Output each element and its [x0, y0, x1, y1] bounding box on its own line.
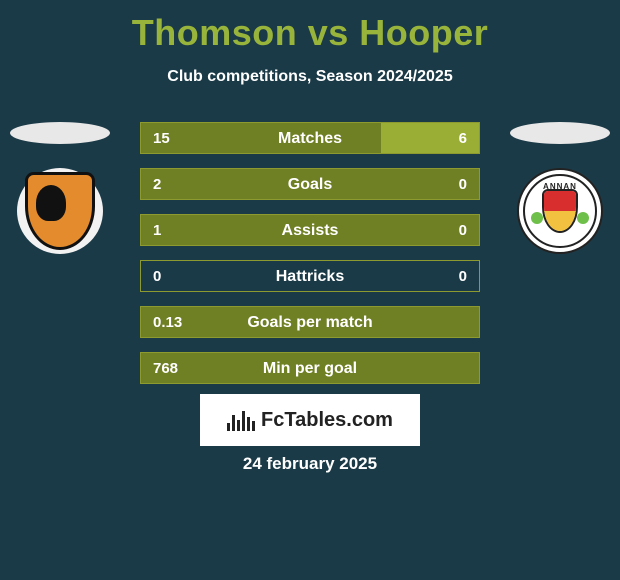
stat-row: 20Goals	[140, 168, 480, 200]
branding-label: FcTables.com	[261, 409, 393, 432]
stat-row: 768Min per goal	[140, 352, 480, 384]
right-player-column: ANNAN	[510, 122, 610, 254]
stat-row: 0.13Goals per match	[140, 306, 480, 338]
stat-label: Hattricks	[141, 261, 479, 293]
left-player-shadow	[10, 122, 110, 144]
fctables-branding: FcTables.com	[200, 394, 420, 446]
right-player-shadow	[510, 122, 610, 144]
left-team-crest	[17, 168, 103, 254]
date-label: 24 february 2025	[0, 454, 620, 474]
stat-row: 156Matches	[140, 122, 480, 154]
bar-chart-icon	[227, 409, 255, 431]
stat-row: 00Hattricks	[140, 260, 480, 292]
right-team-crest: ANNAN	[517, 168, 603, 254]
page-title: Thomson vs Hooper	[0, 0, 620, 54]
thistle-icon	[577, 212, 589, 224]
stat-row: 10Assists	[140, 214, 480, 246]
annan-ring-icon: ANNAN	[523, 174, 597, 248]
stat-label: Min per goal	[141, 353, 479, 385]
left-player-column	[10, 122, 110, 254]
page-subtitle: Club competitions, Season 2024/2025	[0, 68, 620, 86]
thistle-icon	[531, 212, 543, 224]
stat-label: Goals per match	[141, 307, 479, 339]
stat-label: Matches	[141, 123, 479, 155]
alloa-shield-icon	[25, 172, 95, 250]
comparison-bars: 156Matches 20Goals 10Assists 00Hattricks 0.1…	[140, 122, 480, 398]
stat-label: Assists	[141, 215, 479, 247]
stat-label: Goals	[141, 169, 479, 201]
annan-shield-icon	[542, 189, 578, 233]
